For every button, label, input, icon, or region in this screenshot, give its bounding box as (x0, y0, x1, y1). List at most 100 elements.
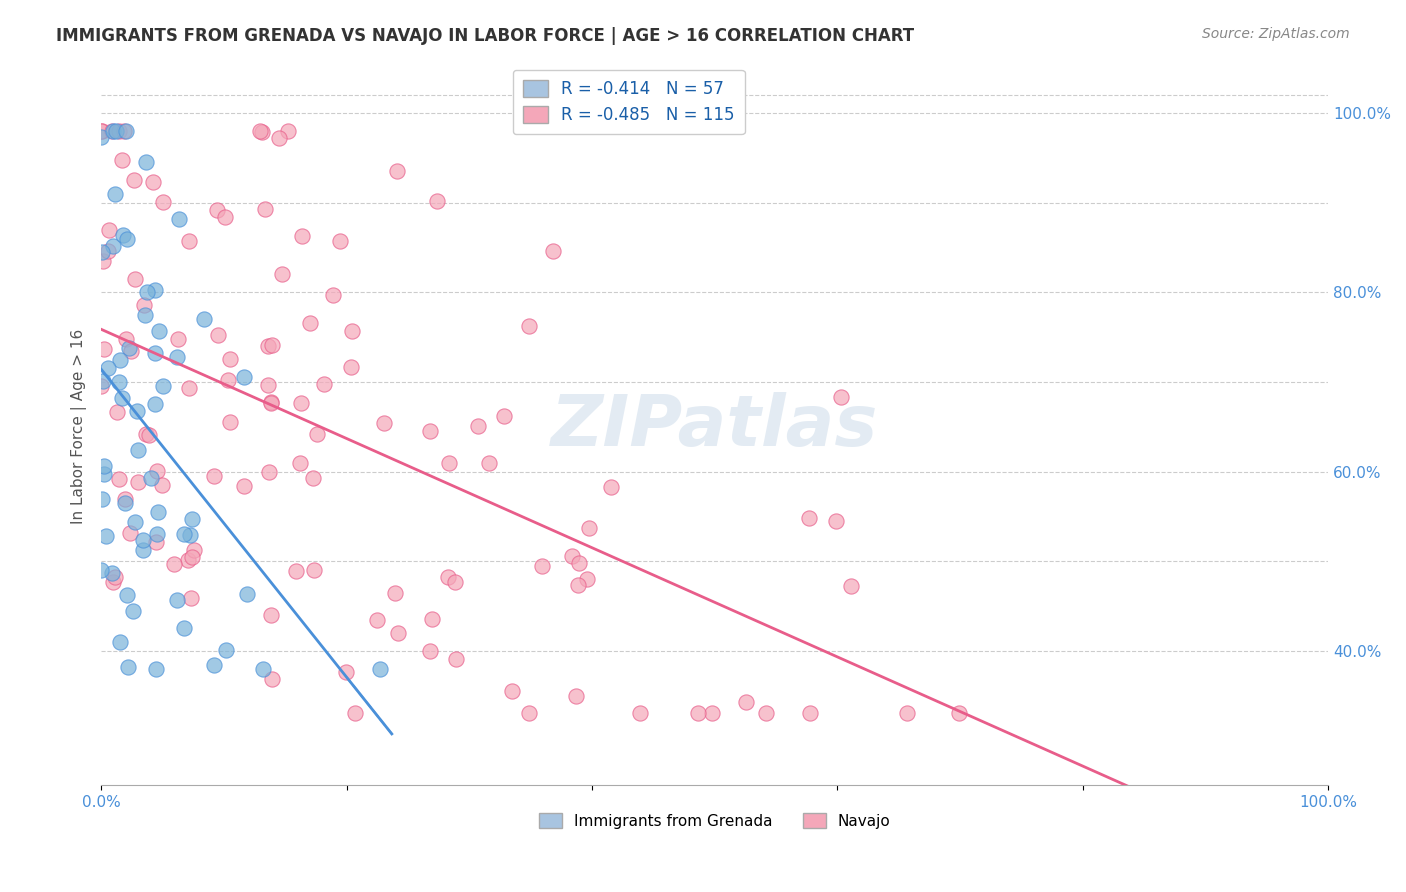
Point (202, 658, 225, 673)
Point (148, 325, 170, 339)
Point (93, 467, 115, 482)
Point (112, 124, 135, 138)
Point (103, 124, 125, 138)
Point (127, 475, 149, 489)
Point (93, 458, 115, 473)
Point (260, 395, 283, 409)
Point (387, 626, 409, 640)
Point (492, 409, 515, 424)
Point (202, 469, 225, 483)
Point (115, 332, 138, 346)
Point (193, 312, 215, 326)
Point (797, 511, 820, 525)
Point (271, 267, 294, 281)
Point (735, 695, 758, 709)
Point (312, 377, 335, 392)
Text: ZIPatlas: ZIPatlas (551, 392, 879, 461)
Point (146, 464, 169, 478)
Point (344, 706, 367, 720)
Point (141, 470, 163, 484)
Point (145, 526, 167, 541)
Point (688, 706, 710, 721)
Point (96, 529, 118, 543)
Point (100, 124, 122, 138)
Point (131, 542, 153, 557)
Point (700, 706, 723, 721)
Point (108, 376, 131, 390)
Point (568, 556, 591, 570)
Point (444, 574, 467, 589)
Point (173, 622, 195, 636)
Point (948, 706, 970, 721)
Point (173, 526, 195, 541)
Point (124, 515, 146, 529)
Point (104, 570, 127, 584)
Point (628, 706, 651, 721)
Point (118, 526, 141, 541)
Point (108, 634, 131, 648)
Point (181, 512, 204, 526)
Point (108, 472, 131, 486)
Point (111, 153, 134, 168)
Point (340, 324, 363, 338)
Point (114, 491, 136, 506)
Point (419, 424, 441, 438)
Point (567, 578, 589, 592)
Point (135, 285, 157, 300)
Legend: Immigrants from Grenada, Navajo: Immigrants from Grenada, Navajo (533, 806, 897, 835)
Point (578, 521, 600, 535)
Point (124, 271, 146, 285)
Point (437, 456, 460, 470)
Point (142, 175, 165, 189)
Point (214, 210, 236, 224)
Point (107, 124, 129, 138)
Point (426, 194, 449, 208)
Text: Source: ZipAtlas.com: Source: ZipAtlas.com (1202, 27, 1350, 41)
Point (207, 328, 229, 343)
Point (100, 566, 122, 581)
Point (90, 124, 112, 138)
Point (145, 535, 167, 549)
Point (302, 470, 325, 484)
Point (143, 397, 166, 411)
Point (385, 164, 408, 178)
Point (90, 379, 112, 393)
Point (755, 706, 778, 721)
Point (166, 593, 188, 607)
Point (145, 662, 167, 676)
Point (541, 244, 564, 258)
Point (166, 333, 188, 347)
Point (127, 442, 149, 457)
Point (218, 352, 240, 367)
Point (166, 351, 188, 365)
Point (132, 298, 155, 312)
Point (146, 505, 169, 519)
Point (249, 124, 271, 138)
Point (576, 572, 599, 586)
Point (384, 585, 406, 599)
Point (97, 244, 120, 258)
Point (115, 232, 138, 246)
Point (366, 613, 388, 627)
Point (290, 456, 312, 470)
Point (530, 559, 553, 574)
Point (253, 202, 276, 217)
Point (467, 419, 489, 434)
Point (419, 644, 441, 658)
Point (215, 642, 238, 657)
Point (108, 353, 131, 368)
Point (799, 706, 821, 721)
Point (260, 673, 283, 687)
Point (112, 227, 135, 242)
Point (183, 542, 205, 557)
Point (118, 341, 141, 355)
Point (163, 557, 186, 571)
Point (91, 253, 114, 268)
Point (217, 373, 239, 387)
Point (260, 338, 283, 352)
Point (152, 194, 174, 209)
Point (143, 283, 166, 297)
Point (91, 374, 114, 388)
Point (97, 361, 120, 376)
Point (101, 239, 124, 253)
